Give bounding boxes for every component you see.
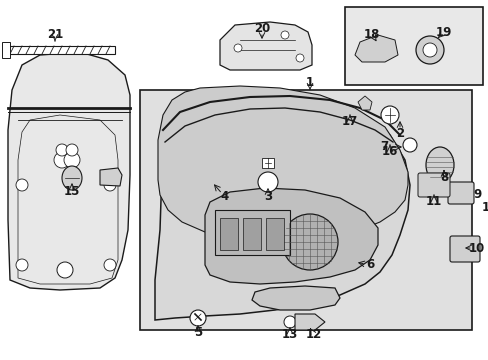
Ellipse shape [425, 147, 453, 183]
FancyBboxPatch shape [447, 182, 473, 204]
Text: 3: 3 [264, 190, 271, 203]
Text: 4: 4 [221, 190, 229, 203]
Text: 18: 18 [363, 27, 379, 40]
Bar [345, 7, 482, 85]
Circle shape [415, 36, 443, 64]
Bar [140, 90, 471, 330]
Circle shape [282, 214, 337, 270]
Polygon shape [158, 86, 407, 240]
Circle shape [422, 43, 436, 57]
Polygon shape [354, 35, 397, 62]
Bar [265, 218, 284, 250]
Text: 14: 14 [481, 202, 488, 215]
Circle shape [16, 179, 28, 191]
Text: 7: 7 [379, 140, 387, 153]
Circle shape [56, 144, 68, 156]
Ellipse shape [62, 166, 82, 190]
Polygon shape [155, 90, 409, 320]
Circle shape [258, 172, 278, 192]
Polygon shape [204, 188, 377, 284]
Text: 19: 19 [435, 26, 451, 39]
Circle shape [402, 138, 416, 152]
Circle shape [64, 152, 80, 168]
Polygon shape [357, 96, 371, 110]
Bar [243, 218, 261, 250]
Polygon shape [294, 314, 325, 330]
Text: 2: 2 [395, 127, 403, 140]
Text: 17: 17 [341, 116, 357, 129]
Circle shape [54, 152, 70, 168]
Polygon shape [220, 22, 311, 70]
Text: 15: 15 [63, 185, 80, 198]
Polygon shape [251, 286, 339, 310]
Text: 20: 20 [253, 22, 269, 35]
Circle shape [380, 106, 398, 124]
Circle shape [57, 262, 73, 278]
Text: 11: 11 [425, 195, 441, 208]
FancyBboxPatch shape [449, 236, 479, 262]
Text: 12: 12 [305, 328, 322, 342]
Circle shape [16, 259, 28, 271]
Text: 5: 5 [193, 327, 202, 339]
Bar [262, 158, 273, 168]
Polygon shape [8, 52, 130, 290]
Circle shape [190, 310, 205, 326]
Circle shape [234, 44, 242, 52]
Bar [220, 218, 238, 250]
Circle shape [66, 144, 78, 156]
Bar [215, 210, 289, 255]
Circle shape [284, 316, 295, 328]
Circle shape [104, 259, 116, 271]
Bar [2, 42, 10, 58]
FancyBboxPatch shape [417, 173, 449, 197]
Text: 21: 21 [47, 27, 63, 40]
Polygon shape [100, 168, 122, 186]
Circle shape [281, 31, 288, 39]
Circle shape [295, 54, 304, 62]
Text: 8: 8 [439, 171, 447, 184]
Text: 1: 1 [305, 76, 313, 89]
Text: 10: 10 [468, 242, 484, 255]
Text: 16: 16 [381, 145, 397, 158]
Text: 6: 6 [365, 258, 373, 271]
Text: 9: 9 [472, 189, 480, 202]
Text: 13: 13 [281, 328, 298, 342]
Bar [5, 46, 115, 54]
Circle shape [104, 179, 116, 191]
